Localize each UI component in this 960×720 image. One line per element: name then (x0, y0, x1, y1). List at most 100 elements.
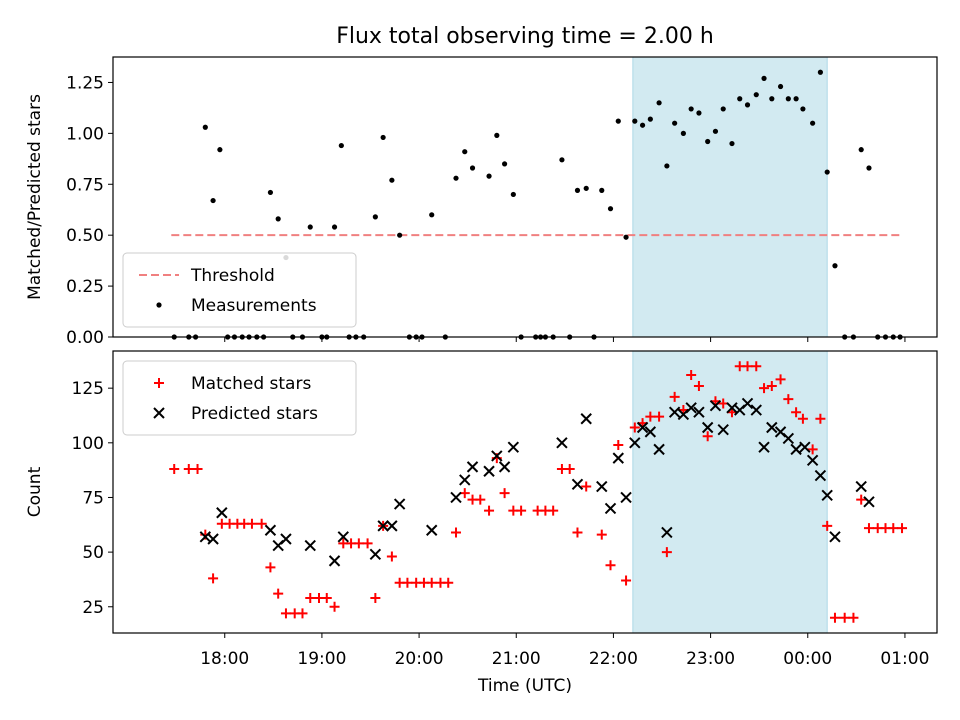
series-predicted-stars (199, 397, 875, 567)
x-tick-label: 00:00 (783, 649, 832, 669)
data-point (264, 524, 277, 536)
x-axis: 18:00 19:00 20:00 21:00 22:00 23:00 00:00 01:00 (200, 649, 929, 669)
y-tick-label: 0.25 (66, 277, 104, 297)
data-point (169, 464, 180, 475)
data-point (855, 480, 867, 493)
y-tick-label: 75 (82, 488, 104, 508)
data-point (863, 523, 874, 534)
data-point (331, 224, 338, 230)
data-point (897, 523, 908, 534)
y-tick-label: 50 (82, 543, 104, 563)
data-point (548, 505, 559, 516)
data-point (475, 494, 486, 505)
data-point (742, 361, 753, 372)
data-point (821, 489, 833, 501)
data-point (246, 518, 257, 529)
data-point (824, 169, 830, 175)
data-point (702, 431, 713, 442)
data-point (429, 212, 435, 218)
y-tick-label: 25 (82, 598, 104, 618)
data-point (372, 214, 378, 220)
data-point (321, 593, 332, 604)
plot-frame (112, 350, 938, 634)
data-point (848, 612, 859, 623)
y-tick-label: 1.00 (66, 124, 104, 144)
data-point (370, 593, 381, 604)
count-panel: 25 50 75 100 125 Matched stars Predicted stars (72, 350, 938, 638)
data-point (207, 533, 219, 545)
data-point (484, 505, 495, 516)
x-tick-label: 21:00 (492, 649, 541, 669)
data-point (216, 507, 228, 519)
data-point (305, 593, 316, 604)
data-point (806, 454, 819, 467)
legend-label: Measurements (191, 296, 317, 316)
data-point (717, 423, 729, 436)
data-point (705, 138, 711, 145)
observing-window-span (632, 350, 828, 634)
data-point (623, 234, 629, 240)
data-point (810, 120, 816, 126)
data-point (338, 142, 344, 149)
data-point (501, 161, 508, 167)
ratio-panel: 0.00 0.25 0.50 0.75 1.00 1.25 Threshold Measure… (66, 56, 938, 348)
data-point (629, 437, 641, 449)
data-point (664, 163, 670, 169)
data-point (693, 380, 704, 391)
legend-box (122, 360, 357, 436)
data-point (761, 75, 767, 81)
ratio-y-axis-label: Matched/Predicted stars (25, 94, 45, 300)
data-point (574, 187, 581, 193)
data-point (814, 469, 827, 482)
data-point (280, 533, 292, 545)
data-point (753, 92, 759, 98)
legend-marker (156, 302, 162, 308)
data-point (397, 232, 403, 238)
data-point (453, 175, 459, 181)
chart-title: Flux total observing time = 2.00 h (336, 24, 714, 49)
count-y-axis-label: Count (25, 466, 45, 517)
data-point (621, 575, 632, 586)
data-point (581, 481, 592, 492)
data-point (751, 361, 762, 372)
data-point (797, 413, 808, 424)
data-point (829, 612, 840, 623)
data-point (507, 441, 520, 453)
data-point (596, 529, 607, 540)
data-point (669, 391, 680, 402)
data-point (443, 577, 454, 588)
data-point (777, 83, 784, 90)
x-tick-label: 18:00 (200, 649, 249, 669)
data-point (858, 147, 864, 153)
data-point (672, 120, 678, 126)
data-point (661, 547, 672, 558)
data-point (466, 461, 479, 473)
data-point (386, 520, 398, 532)
data-point (329, 601, 340, 612)
data-point (737, 96, 743, 102)
data-point (888, 523, 899, 534)
y-tick-label: 0.50 (66, 226, 104, 246)
data-point (564, 464, 575, 475)
data-point (632, 118, 638, 124)
data-point (604, 502, 617, 515)
data-point (386, 551, 397, 562)
data-point (790, 443, 802, 456)
data-point (636, 421, 649, 434)
legend-marker (153, 407, 165, 419)
data-point (766, 380, 777, 391)
y-tick-label: 1.25 (66, 73, 104, 93)
y-tick-label: 100 (72, 434, 104, 454)
data-point (469, 165, 476, 171)
data-point (612, 452, 624, 464)
data-point (208, 573, 219, 584)
legend-label: Matched stars (191, 374, 311, 394)
data-point (353, 538, 364, 549)
data-point (599, 187, 605, 193)
data-point (817, 69, 823, 75)
data-point (556, 437, 568, 449)
data-point (668, 406, 681, 418)
legend-box (122, 252, 357, 328)
data-point (369, 548, 382, 561)
